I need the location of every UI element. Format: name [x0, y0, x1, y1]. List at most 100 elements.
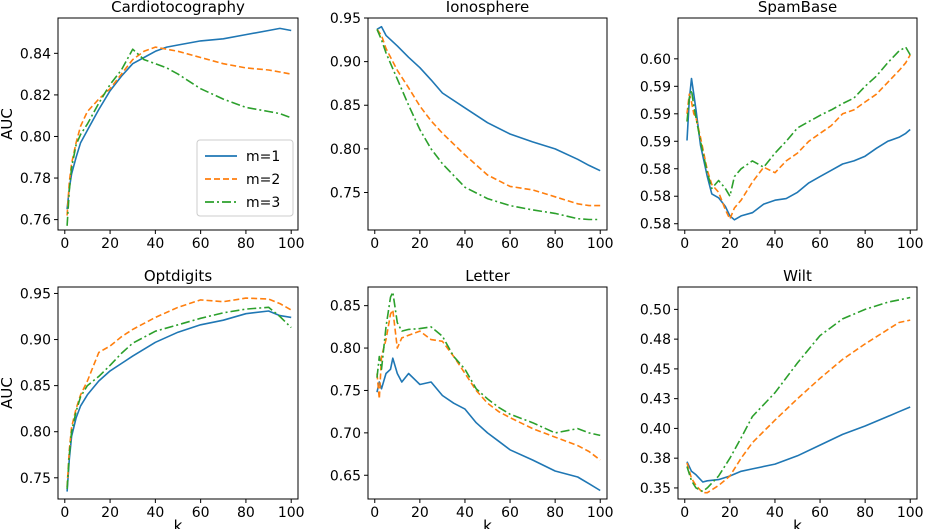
y-tick-label: 0.85: [330, 299, 361, 315]
y-tick-label: 0.85: [20, 379, 51, 395]
x-tick-label: 40: [766, 505, 784, 521]
y-axis-label: AUC: [0, 108, 16, 140]
x-axis-label: k: [174, 517, 183, 529]
x-tick-label: 40: [456, 505, 474, 521]
x-tick-label: 20: [101, 236, 119, 252]
x-tick-label: 100: [587, 505, 614, 521]
x-tick-label: 0: [60, 505, 69, 521]
x-tick-label: 100: [587, 236, 614, 252]
y-tick-label: 0.59: [640, 107, 671, 123]
y-tick-label: 0.95: [20, 286, 51, 302]
panel-title: Optdigits: [144, 267, 212, 285]
y-tick-label: 0.90: [20, 333, 51, 349]
legend-label: m=1: [246, 149, 280, 165]
y-tick-label: 0.43: [640, 392, 671, 408]
y-tick-label: 0.65: [330, 468, 361, 484]
y-tick-label: 0.84: [20, 46, 51, 62]
x-tick-label: 40: [146, 236, 164, 252]
y-tick-label: 0.75: [20, 471, 51, 487]
axes-frame: [677, 17, 918, 231]
series-line-m1: [66, 310, 292, 492]
y-tick-label: 0.75: [330, 383, 361, 399]
panel-title: SpamBase: [758, 0, 837, 16]
y-tick-label: 0.60: [640, 52, 671, 68]
x-tick-label: 20: [411, 236, 429, 252]
series-line-m2: [686, 54, 911, 220]
x-tick-label: 40: [766, 236, 784, 252]
series-line-m2: [66, 46, 292, 216]
series-line-m3: [376, 28, 601, 221]
y-tick-label: 0.40: [640, 421, 671, 437]
y-tick-label: 0.38: [640, 451, 671, 467]
x-tick-label: 80: [856, 236, 874, 252]
series-line-m1: [376, 25, 601, 172]
y-tick-label: 0.58: [640, 217, 671, 233]
y-tick-label: 0.80: [330, 142, 361, 158]
y-axis-label: AUC: [0, 377, 16, 409]
series-line-m3: [686, 46, 911, 197]
axes-frame: [367, 286, 608, 500]
x-tick-label: 40: [456, 236, 474, 252]
x-axis-label: k: [483, 517, 492, 529]
y-tick-label: 0.82: [20, 88, 51, 104]
y-tick-label: 0.58: [640, 162, 671, 178]
y-tick-label: 0.78: [20, 171, 51, 187]
x-axis-label: k: [793, 517, 802, 529]
x-tick-label: 100: [897, 505, 924, 521]
panel-title: Letter: [465, 267, 510, 285]
y-tick-label: 0.59: [640, 134, 671, 150]
series-line-m1: [376, 357, 601, 492]
axes-frame: [57, 286, 299, 500]
x-tick-label: 100: [897, 236, 924, 252]
x-tick-label: 0: [370, 236, 379, 252]
panel-letter: 0 20 40 60 80 100 0.65 0.70 0.75 0.80 0.85 Letter k: [330, 267, 614, 529]
x-tick-label: 60: [501, 236, 519, 252]
y-tick-label: 0.59: [640, 79, 671, 95]
x-tick-label: 0: [370, 505, 379, 521]
y-tick-label: 0.75: [330, 185, 361, 201]
y-tick-label: 0.58: [640, 189, 671, 205]
x-tick-label: 100: [278, 236, 305, 252]
y-tick-label: 0.80: [20, 425, 51, 441]
series-line-m2: [686, 319, 911, 494]
legend-label: m=3: [246, 195, 280, 211]
x-tick-label: 100: [278, 505, 305, 521]
panel-spambase: 0 20 40 60 80 100 0.58 0.58 0.58 0.59 0.59 0.59 0.60…: [640, 0, 924, 252]
panel-ionosphere: 0 20 40 60 80 100 0.75 0.80 0.85 0.90 0.95 Ionosphe…: [330, 0, 614, 252]
y-tick-label: 0.48: [640, 332, 671, 348]
y-tick-label: 0.80: [20, 129, 51, 145]
y-tick-label: 0.76: [20, 213, 51, 229]
x-tick-label: 80: [237, 236, 255, 252]
series-line-m2: [376, 28, 601, 207]
x-tick-label: 0: [680, 505, 689, 521]
y-tick-label: 0.70: [330, 426, 361, 442]
axes-frame: [367, 17, 608, 231]
series-line-m3: [66, 306, 292, 489]
series-line-m2: [66, 297, 292, 488]
panel-wilt: 0 20 40 60 80 100 0.35 0.38 0.40 0.43 0.45 0.48 0.50…: [640, 267, 924, 529]
y-tick-label: 0.80: [330, 341, 361, 357]
axes-frame: [677, 286, 918, 500]
x-tick-label: 60: [501, 505, 519, 521]
x-tick-label: 60: [811, 236, 829, 252]
legend-box: [196, 139, 294, 217]
y-tick-label: 0.90: [330, 55, 361, 71]
panel-optdigits: 0 20 40 60 80 100 0.75 0.80 0.85 0.90 0.95 Optdigit…: [0, 267, 305, 529]
x-tick-label: 40: [146, 505, 164, 521]
x-tick-label: 80: [546, 236, 564, 252]
x-tick-label: 0: [680, 236, 689, 252]
panel-cardiotocography: 0 20 40 60 80 100 0.76 0.78 0.80 0.82 0.84 Cardioto…: [0, 0, 305, 252]
x-tick-label: 20: [721, 505, 739, 521]
y-tick-label: 0.95: [330, 11, 361, 27]
x-tick-label: 20: [101, 505, 119, 521]
x-tick-label: 0: [60, 236, 69, 252]
panel-title: Ionosphere: [446, 0, 529, 16]
y-tick-label: 0.50: [640, 302, 671, 318]
x-tick-label: 60: [811, 505, 829, 521]
series-line-m3: [686, 296, 911, 493]
panel-title: Wilt: [783, 267, 812, 285]
y-tick-label: 0.85: [330, 98, 361, 114]
series-line-m3: [376, 291, 601, 437]
series-line-m1: [686, 406, 911, 483]
